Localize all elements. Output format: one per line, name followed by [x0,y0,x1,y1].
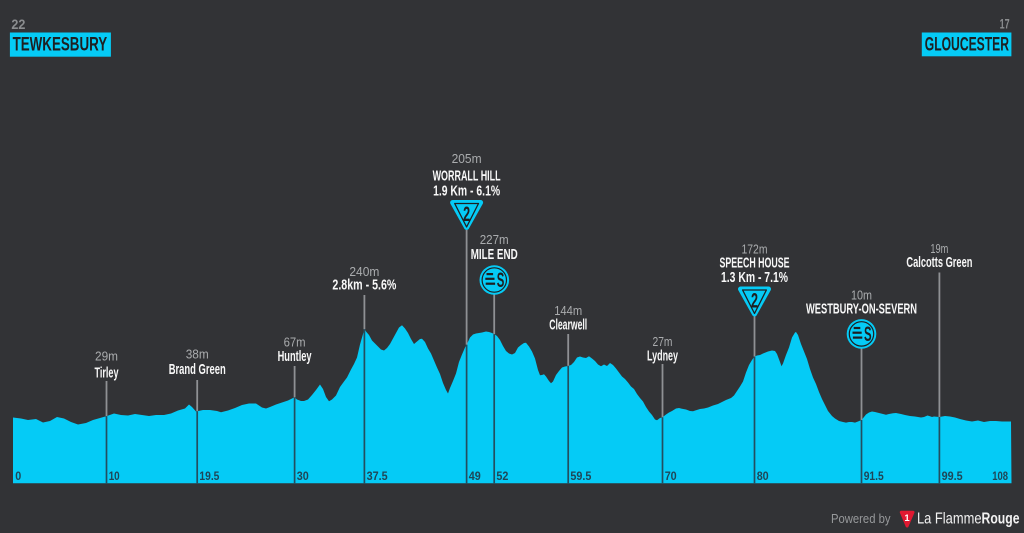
svg-text:17: 17 [1000,16,1010,31]
svg-text:WESTBURY-ON-SEVERN: WESTBURY-ON-SEVERN [806,301,917,318]
svg-text:0: 0 [15,469,21,483]
svg-text:27m: 27m [653,334,673,349]
svg-text:Calcotts Green: Calcotts Green [906,254,972,271]
svg-text:1.9 Km - 6.1%: 1.9 Km - 6.1% [433,183,500,200]
svg-text:172m: 172m [742,241,768,256]
svg-text:144m: 144m [554,303,582,318]
svg-text:WORRALL HILL: WORRALL HILL [433,168,501,185]
svg-text:TEWKESBURY: TEWKESBURY [13,33,108,55]
svg-text:37.5: 37.5 [367,469,388,483]
svg-text:2: 2 [463,203,470,226]
svg-text:1.3 Km - 7.1%: 1.3 Km - 7.1% [721,269,788,286]
svg-text:SPEECH HOUSE: SPEECH HOUSE [720,255,790,272]
svg-text:Huntley: Huntley [278,348,312,365]
svg-text:19.5: 19.5 [199,469,219,483]
svg-text:1: 1 [904,513,910,524]
svg-text:80: 80 [757,469,769,483]
svg-text:99.5: 99.5 [942,469,963,483]
svg-text:70: 70 [665,469,677,483]
svg-text:10: 10 [109,469,120,483]
svg-text:Brand Green: Brand Green [169,361,226,378]
svg-text:22: 22 [11,16,25,32]
svg-text:Tirley: Tirley [95,365,119,382]
svg-text:La Flamme: La Flamme [917,511,982,528]
svg-text:10m: 10m [851,288,872,303]
svg-text:S: S [864,323,872,346]
svg-text:GLOUCESTER: GLOUCESTER [925,33,1009,55]
svg-text:91.5: 91.5 [864,469,884,483]
svg-text:38m: 38m [186,347,209,362]
svg-text:205m: 205m [452,151,482,166]
svg-text:19m: 19m [930,241,948,256]
svg-text:52: 52 [496,469,508,483]
svg-text:MILE END: MILE END [471,246,518,263]
svg-text:2.8km - 5.6%: 2.8km - 5.6% [332,277,396,294]
svg-text:Rouge: Rouge [982,511,1020,528]
svg-text:29m: 29m [95,349,118,364]
svg-text:67m: 67m [284,335,306,350]
svg-text:2: 2 [751,289,758,312]
svg-text:Clearwell: Clearwell [549,317,587,334]
svg-text:Lydney: Lydney [647,347,678,364]
svg-text:59.5: 59.5 [570,469,591,483]
svg-text:49: 49 [469,469,481,483]
svg-text:108: 108 [992,469,1008,483]
svg-text:30: 30 [297,469,309,483]
svg-text:240m: 240m [349,264,379,279]
svg-text:227m: 227m [480,232,509,247]
svg-text:S: S [497,269,505,292]
svg-text:Powered by: Powered by [831,512,891,526]
